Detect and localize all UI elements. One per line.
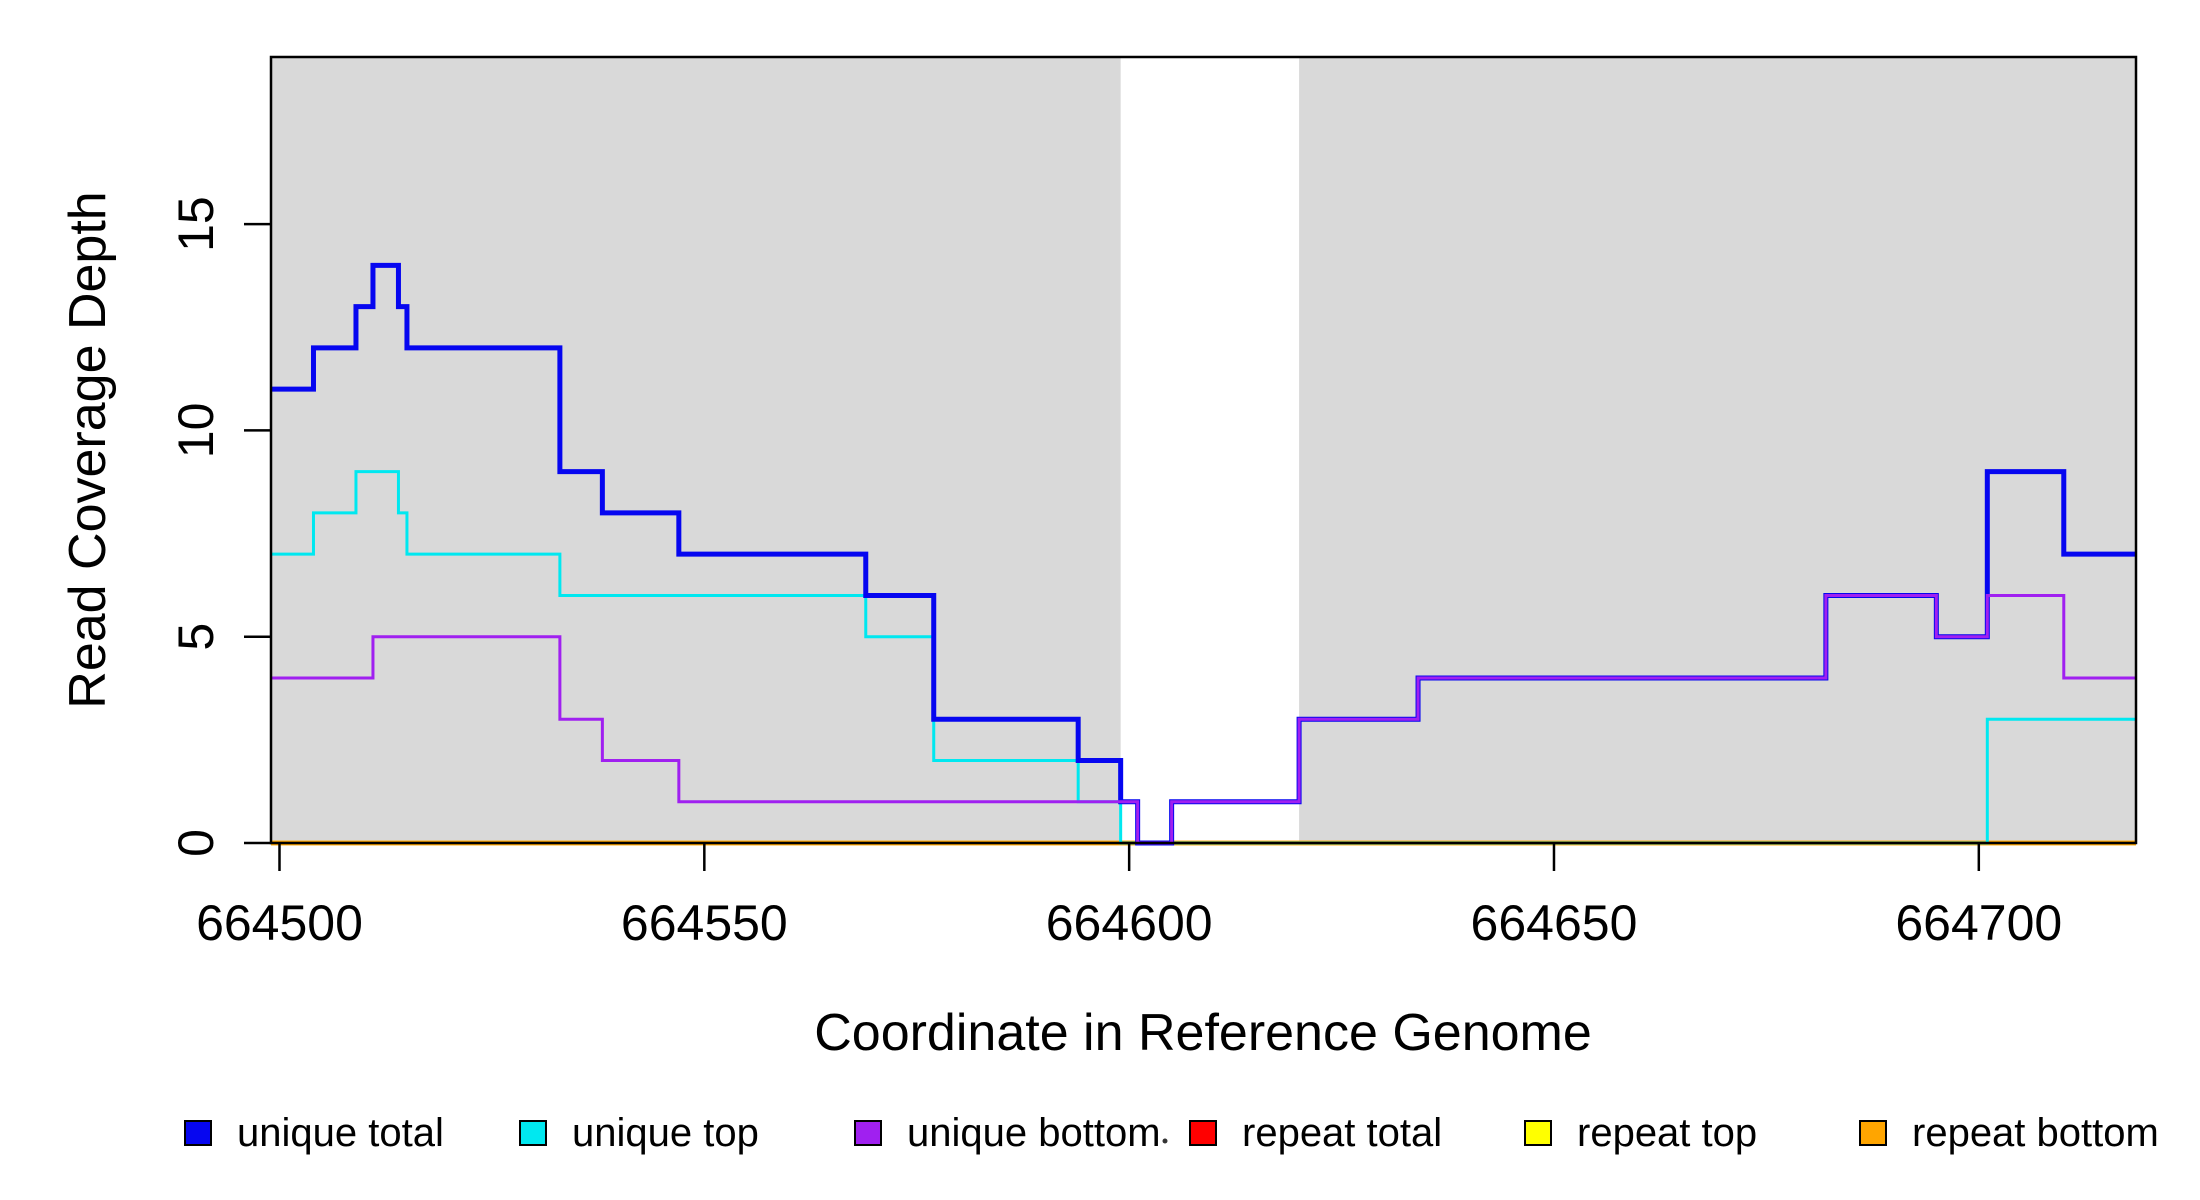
legend-item-repeat-top: repeat top <box>1524 1111 1757 1155</box>
legend-item-label: unique top <box>572 1111 759 1155</box>
legend: unique total unique top unique bottom repea… <box>184 1111 2159 1155</box>
y-axis: 0 5 10 15 <box>168 196 271 857</box>
x-axis: 664500 664550 664600 664650 664700 <box>196 843 2062 951</box>
legend-item-unique-total: unique total <box>184 1111 444 1155</box>
legend-swatch <box>1524 1120 1552 1146</box>
series-unique-bottom <box>271 593 2136 845</box>
x-axis-title: Coordinate in Reference Genome <box>814 1004 1592 1062</box>
shaded-region <box>271 57 1121 843</box>
x-tick-label: 664650 <box>1471 895 1638 951</box>
legend-item-unique-bottom: unique bottom <box>854 1111 1161 1155</box>
artifact-dot <box>1162 1138 1168 1144</box>
y-tick-label: 5 <box>168 623 224 651</box>
x-tick-label: 664550 <box>621 895 788 951</box>
legend-swatch <box>184 1120 212 1146</box>
plot-border <box>269 55 2138 845</box>
shaded-region <box>1299 57 2136 843</box>
y-tick-label: 15 <box>168 196 224 252</box>
legend-item-label: unique total <box>237 1111 444 1155</box>
x-tick-label: 664500 <box>196 895 363 951</box>
legend-item-label: repeat bottom <box>1912 1111 2159 1155</box>
x-tick-label: 664700 <box>1895 895 2062 951</box>
legend-item-label: repeat total <box>1242 1111 1442 1155</box>
x-tick-label: 664600 <box>1046 895 1213 951</box>
legend-swatch <box>1189 1120 1217 1146</box>
legend-swatch <box>854 1120 882 1146</box>
legend-item-repeat-total: repeat total <box>1189 1111 1442 1155</box>
y-tick-label: 0 <box>168 829 224 857</box>
shaded-regions <box>271 57 2136 843</box>
legend-item-repeat-bottom: repeat bottom <box>1859 1111 2159 1155</box>
legend-swatch <box>1859 1120 1887 1146</box>
legend-item-label: repeat top <box>1577 1111 1757 1155</box>
legend-item-unique-top: unique top <box>519 1111 759 1155</box>
y-axis-title: Read Coverage Depth <box>59 191 117 708</box>
legend-item-label: unique bottom <box>907 1111 1161 1155</box>
y-tick-label: 10 <box>168 403 224 459</box>
legend-swatch <box>519 1120 547 1146</box>
series-unique-top <box>271 470 2136 845</box>
plot-box <box>269 55 2138 845</box>
